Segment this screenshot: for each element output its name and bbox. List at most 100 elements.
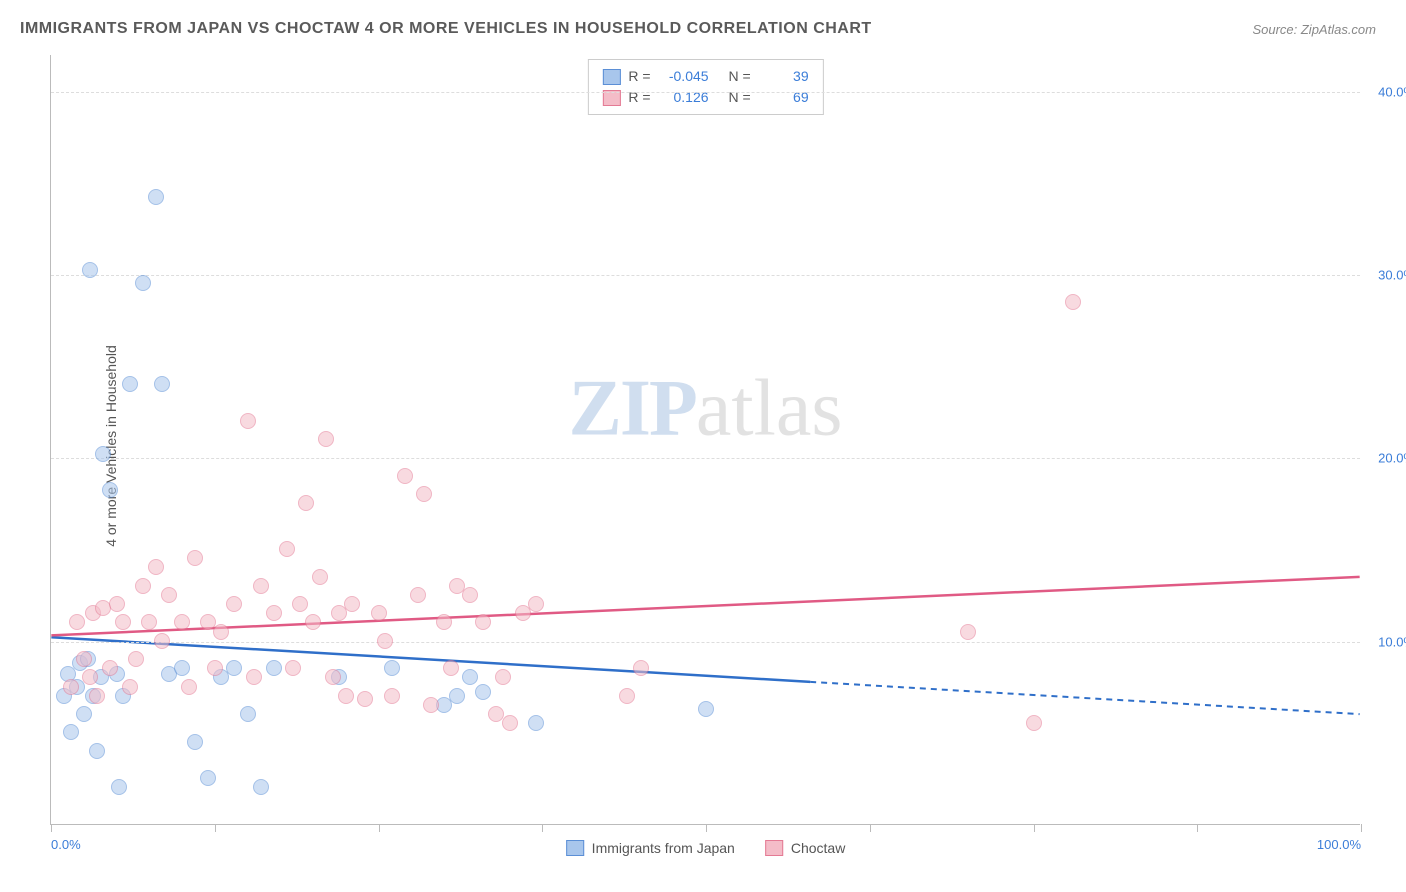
data-point-choctaw <box>377 633 393 649</box>
data-point-choctaw <box>181 679 197 695</box>
data-point-japan <box>528 715 544 731</box>
ytick-label: 10.0% <box>1378 634 1406 649</box>
data-point-japan <box>76 706 92 722</box>
data-point-japan <box>82 262 98 278</box>
legend-swatch-japan <box>566 840 584 856</box>
data-point-japan <box>449 688 465 704</box>
source-prefix: Source: <box>1252 22 1300 37</box>
data-point-japan <box>111 779 127 795</box>
gridline <box>51 92 1360 93</box>
data-point-choctaw <box>266 605 282 621</box>
xtick <box>542 824 543 832</box>
data-point-japan <box>89 743 105 759</box>
data-point-japan <box>200 770 216 786</box>
watermark-atlas: atlas <box>696 364 843 452</box>
data-point-choctaw <box>285 660 301 676</box>
data-point-choctaw <box>416 486 432 502</box>
data-point-choctaw <box>148 559 164 575</box>
data-point-choctaw <box>115 614 131 630</box>
data-point-choctaw <box>292 596 308 612</box>
data-point-choctaw <box>76 651 92 667</box>
data-point-choctaw <box>423 697 439 713</box>
data-point-choctaw <box>495 669 511 685</box>
xtick-label: 0.0% <box>51 837 81 852</box>
xtick <box>379 824 380 832</box>
data-point-choctaw <box>102 660 118 676</box>
data-point-choctaw <box>253 578 269 594</box>
data-point-choctaw <box>109 596 125 612</box>
data-point-japan <box>240 706 256 722</box>
data-point-choctaw <box>154 633 170 649</box>
bottom-legend: Immigrants from Japan Choctaw <box>566 840 846 856</box>
source-name: ZipAtlas.com <box>1301 22 1376 37</box>
data-point-choctaw <box>357 691 373 707</box>
data-point-japan <box>95 446 111 462</box>
stats-row-japan: R = -0.045 N = 39 <box>602 66 808 87</box>
data-point-choctaw <box>174 614 190 630</box>
data-point-japan <box>135 275 151 291</box>
xtick <box>51 824 52 832</box>
data-point-choctaw <box>960 624 976 640</box>
data-point-choctaw <box>462 587 478 603</box>
xtick-label: 100.0% <box>1317 837 1361 852</box>
n-label-japan: N = <box>728 66 750 87</box>
data-point-japan <box>102 482 118 498</box>
data-point-choctaw <box>475 614 491 630</box>
r-label-choctaw: R = <box>628 87 650 108</box>
xtick <box>706 824 707 832</box>
legend-label-choctaw: Choctaw <box>791 840 845 856</box>
xtick <box>1034 824 1035 832</box>
data-point-choctaw <box>318 431 334 447</box>
data-point-choctaw <box>63 679 79 695</box>
data-point-choctaw <box>240 413 256 429</box>
data-point-choctaw <box>312 569 328 585</box>
data-point-choctaw <box>325 669 341 685</box>
n-value-choctaw: 69 <box>759 87 809 108</box>
data-point-choctaw <box>298 495 314 511</box>
data-point-choctaw <box>397 468 413 484</box>
ytick-label: 20.0% <box>1378 451 1406 466</box>
data-point-choctaw <box>436 614 452 630</box>
ytick-label: 40.0% <box>1378 84 1406 99</box>
xtick <box>1197 824 1198 832</box>
data-point-japan <box>253 779 269 795</box>
data-point-japan <box>698 701 714 717</box>
r-label-japan: R = <box>628 66 650 87</box>
legend-item-choctaw: Choctaw <box>765 840 845 856</box>
data-point-choctaw <box>619 688 635 704</box>
data-point-japan <box>462 669 478 685</box>
data-point-japan <box>266 660 282 676</box>
plot-area: ZIPatlas R = -0.045 N = 39 R = 0.126 N =… <box>50 55 1360 825</box>
legend-item-japan: Immigrants from Japan <box>566 840 735 856</box>
data-point-choctaw <box>135 578 151 594</box>
xtick <box>870 824 871 832</box>
n-value-japan: 39 <box>759 66 809 87</box>
source-credit: Source: ZipAtlas.com <box>1252 22 1376 37</box>
xtick <box>1361 824 1362 832</box>
data-point-choctaw <box>279 541 295 557</box>
data-point-choctaw <box>443 660 459 676</box>
data-point-choctaw <box>1026 715 1042 731</box>
data-point-japan <box>154 376 170 392</box>
data-point-choctaw <box>69 614 85 630</box>
stats-row-choctaw: R = 0.126 N = 69 <box>602 87 808 108</box>
data-point-choctaw <box>141 614 157 630</box>
watermark-zip: ZIP <box>569 364 696 452</box>
data-point-choctaw <box>246 669 262 685</box>
ytick-label: 30.0% <box>1378 268 1406 283</box>
data-point-choctaw <box>371 605 387 621</box>
data-point-choctaw <box>410 587 426 603</box>
data-point-japan <box>384 660 400 676</box>
gridline <box>51 642 1360 643</box>
data-point-choctaw <box>1065 294 1081 310</box>
data-point-choctaw <box>502 715 518 731</box>
r-value-choctaw: 0.126 <box>659 87 709 108</box>
data-point-japan <box>122 376 138 392</box>
r-value-japan: -0.045 <box>659 66 709 87</box>
data-point-japan <box>226 660 242 676</box>
data-point-japan <box>475 684 491 700</box>
n-label-choctaw: N = <box>728 87 750 108</box>
data-point-choctaw <box>213 624 229 640</box>
data-point-choctaw <box>187 550 203 566</box>
watermark: ZIPatlas <box>569 363 843 454</box>
